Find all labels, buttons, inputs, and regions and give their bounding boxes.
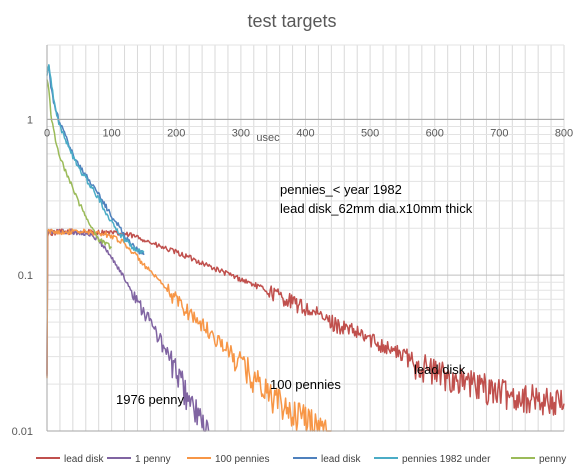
x-tick-label: 200 bbox=[167, 127, 185, 139]
x-tick-label: 400 bbox=[296, 127, 314, 139]
y-tick-label: 1 bbox=[27, 114, 33, 126]
chart-title: test targets bbox=[247, 11, 336, 31]
legend-label: 100 pennies bbox=[215, 454, 270, 465]
y-tick-label: 0.1 bbox=[18, 270, 33, 282]
series-lead-disk-line bbox=[46, 228, 565, 416]
x-tick-label: 700 bbox=[490, 127, 508, 139]
x-tick-label: 500 bbox=[361, 127, 379, 139]
x-tick-label: 600 bbox=[426, 127, 444, 139]
x-tick-label: 800 bbox=[555, 127, 573, 139]
y-tick-label: 0.01 bbox=[12, 426, 33, 438]
x-tick-label: 100 bbox=[102, 127, 120, 139]
series-lead-disk-line bbox=[46, 65, 145, 256]
series-penny-line bbox=[46, 79, 113, 250]
legend-label: lead disk bbox=[321, 454, 361, 465]
x-axis-label: usec bbox=[256, 132, 280, 144]
x-tick-label: 0 bbox=[44, 127, 50, 139]
legend-label: pennies 1982 under bbox=[402, 454, 491, 465]
legend-label: lead disk bbox=[64, 454, 104, 465]
legend: lead disk 1 penny 100 pennies lead disk penn… bbox=[36, 454, 566, 465]
series-100-pennies-line bbox=[46, 228, 332, 432]
axes: 0 100 200 300 400 500 600 700 800 0.01 0.1 1 bbox=[12, 45, 573, 438]
annotation-lead-disk: lead disk bbox=[414, 362, 466, 377]
series-layer bbox=[46, 64, 565, 432]
grid bbox=[47, 44, 565, 431]
series-pennies-1982-under-line bbox=[46, 64, 145, 254]
x-tick-label: 300 bbox=[232, 127, 250, 139]
series-1-penny-line bbox=[46, 228, 210, 432]
annotation-lead-disk-note: lead disk_62mm dia.x10mm thick bbox=[280, 201, 473, 216]
annotation-1976-penny: 1976 penny bbox=[116, 392, 184, 407]
legend-label: 1 penny bbox=[135, 454, 171, 465]
annotation-100-pennies: 100 pennies bbox=[270, 377, 341, 392]
legend-label: penny bbox=[539, 454, 566, 465]
annotation-pennies-note: pennies_< year 1982 bbox=[280, 182, 402, 197]
